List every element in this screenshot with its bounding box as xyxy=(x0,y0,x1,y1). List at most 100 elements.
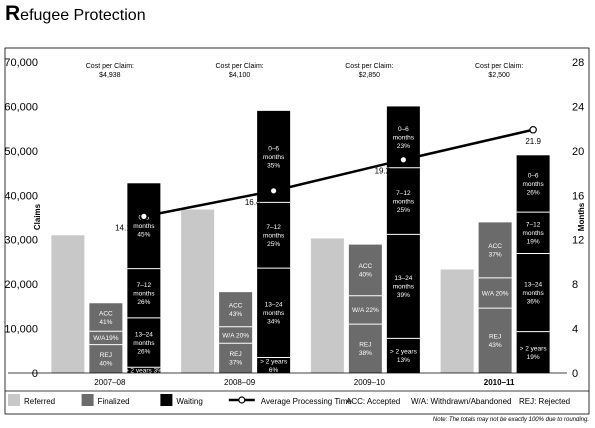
y2-axis-label: Months xyxy=(577,202,586,231)
cost-per-claim-label: Cost per Claim: xyxy=(216,63,264,70)
waiting-segment xyxy=(516,155,550,213)
waiting-segment xyxy=(516,212,550,254)
finalized-segment xyxy=(478,308,512,373)
waiting-segment-label: > 2 years xyxy=(520,345,548,352)
y-axis-label: Claims xyxy=(33,203,42,230)
waiting-segment-label: > 2 years 3% xyxy=(125,367,163,374)
finalized-segment-label: ACC xyxy=(359,263,373,270)
finalized-segment-label: REJ xyxy=(100,352,112,359)
processing-time-point xyxy=(269,187,278,195)
legend-swatch xyxy=(81,394,94,406)
finalized-segment-label: 43% xyxy=(229,311,242,318)
finalized-segment-label: 40% xyxy=(359,272,372,279)
legend-label: Referred xyxy=(24,397,55,406)
finalized-segment xyxy=(348,244,382,296)
referred-bar xyxy=(310,238,344,373)
waiting-segment-label: 45% xyxy=(137,232,150,239)
waiting-segment xyxy=(127,317,161,368)
cost-per-claim-label: Cost per Claim: xyxy=(345,63,393,70)
title-initial: R xyxy=(5,2,21,25)
finalized-segment xyxy=(478,222,512,278)
processing-time-point xyxy=(529,125,537,134)
waiting-segment-label: 36% xyxy=(527,298,540,305)
x-tick-label: 2007–08 xyxy=(94,378,126,387)
cost-per-claim-label: Cost per Claim: xyxy=(86,63,134,70)
waiting-segment-label: 13–24 xyxy=(135,331,153,338)
waiting-segment xyxy=(386,338,420,373)
waiting-segment-label: months xyxy=(393,284,415,291)
waiting-segment xyxy=(386,167,420,235)
waiting-segment-label: 0–6 xyxy=(268,145,279,152)
finalized-segment xyxy=(219,292,253,327)
y2-tick-label: 24 xyxy=(572,101,584,113)
y-tick-label: 30,000 xyxy=(4,235,38,247)
legend-line-marker xyxy=(238,396,246,404)
y-tick-label: 40,000 xyxy=(4,190,38,202)
x-tick-label: 2010–11 xyxy=(484,378,515,387)
finalized-segment-label: 40% xyxy=(99,360,112,367)
waiting-segment xyxy=(127,367,161,373)
waiting-segment-label: months xyxy=(263,154,285,161)
waiting-segment xyxy=(516,253,550,332)
legend-abbreviation: ACC: Accepted xyxy=(346,397,400,406)
waiting-segment-label: 26% xyxy=(137,299,150,306)
finalized-segment xyxy=(478,277,512,309)
finalized-segment xyxy=(89,303,123,332)
waiting-segment xyxy=(516,331,550,373)
finalized-segment-label: 38% xyxy=(359,350,372,357)
cost-per-claim-value: $4,938 xyxy=(99,72,121,79)
waiting-segment-label: 7–12 xyxy=(396,190,411,197)
legend-label: Finalized xyxy=(98,397,130,406)
waiting-segment-label: 0–6 xyxy=(398,126,409,133)
processing-time-label: 21.9 xyxy=(525,137,541,146)
legend-abbreviation: W/A: Withdrawn/Abandoned xyxy=(411,397,512,406)
x-tick-label: 2008–09 xyxy=(224,378,256,387)
finalized-segment-label: ACC xyxy=(99,310,113,317)
waiting-segment-label: 13–24 xyxy=(265,302,283,309)
waiting-segment-label: 19% xyxy=(527,239,540,246)
waiting-segment-label: 25% xyxy=(397,207,410,214)
processing-time-label: 16.4 xyxy=(245,198,261,207)
referred-bar xyxy=(51,235,85,373)
y-tick-label: 60,000 xyxy=(4,101,38,113)
finalized-segment-label: REJ xyxy=(489,334,501,341)
referred-bar xyxy=(181,209,215,373)
finalized-segment xyxy=(348,295,382,325)
y-tick-label: 0 xyxy=(32,368,38,380)
cost-per-claim-value: $2,850 xyxy=(359,72,381,79)
waiting-segment-label: 25% xyxy=(267,241,280,248)
waiting-segment-label: 34% xyxy=(267,319,280,326)
waiting-segment-label: 23% xyxy=(397,143,410,150)
waiting-segment-label: > 2 years xyxy=(390,349,418,356)
processing-time-label: 14.1 xyxy=(115,223,131,232)
finalized-segment-label: W/A19% xyxy=(93,335,119,342)
waiting-segment-label: 7–12 xyxy=(526,222,541,229)
finalized-segment-label: 41% xyxy=(99,319,112,326)
waiting-segment xyxy=(386,234,420,339)
x-tick-label: 2009–10 xyxy=(354,378,386,387)
waiting-segment-label: 39% xyxy=(397,292,410,299)
waiting-segment-label: 19% xyxy=(527,354,540,361)
waiting-segment-label: months xyxy=(522,230,544,237)
y-tick-label: 10,000 xyxy=(4,324,38,336)
cost-per-claim-value: $2,500 xyxy=(488,72,510,79)
finalized-segment-label: 43% xyxy=(489,342,502,349)
waiting-segment-label: 0–6 xyxy=(528,173,539,180)
waiting-segment xyxy=(257,268,291,358)
finalized-segment xyxy=(89,331,123,345)
processing-time-line xyxy=(143,128,534,218)
y2-tick-label: 20 xyxy=(572,146,584,158)
y-tick-label: 50,000 xyxy=(4,146,38,158)
title-rest: efugee Protection xyxy=(20,7,146,24)
waiting-segment-label: months xyxy=(522,181,544,188)
y2-tick-label: 8 xyxy=(572,279,578,291)
y-tick-label: 20,000 xyxy=(4,279,38,291)
y2-tick-label: 12 xyxy=(572,235,584,247)
cost-per-claim-label: Cost per Claim: xyxy=(475,63,523,70)
waiting-segment-label: 13% xyxy=(397,357,410,364)
waiting-segment xyxy=(257,357,291,373)
waiting-segment-label: months xyxy=(393,198,415,205)
y2-tick-label: 0 xyxy=(572,368,578,380)
waiting-segment-label: 35% xyxy=(267,162,280,169)
